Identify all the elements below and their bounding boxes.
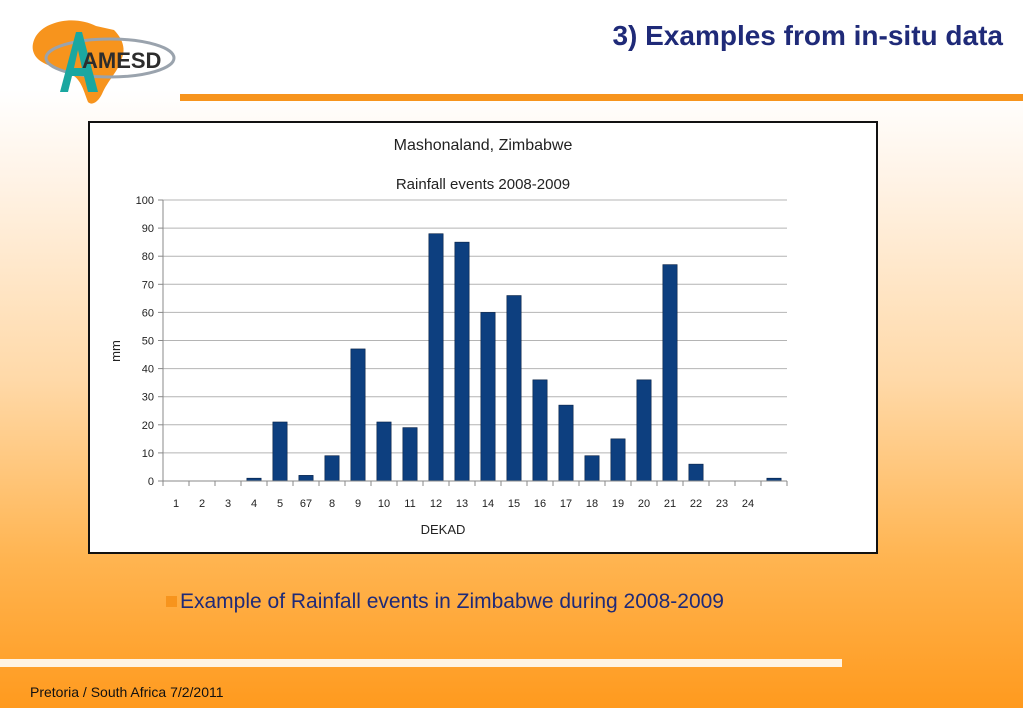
y-tick-label: 0 bbox=[148, 476, 154, 488]
x-tick-label: 24 bbox=[742, 498, 754, 510]
x-tick-label: 16 bbox=[534, 498, 546, 510]
square-bullet-icon bbox=[166, 596, 177, 607]
x-axis-label: DEKAD bbox=[421, 522, 466, 537]
chart-frame: Mashonaland, Zimbabwe Rainfall events 20… bbox=[88, 121, 878, 554]
bar-19 bbox=[610, 438, 626, 482]
y-tick-label: 30 bbox=[142, 392, 154, 404]
x-tick-label: 12 bbox=[430, 498, 442, 510]
x-tick-label: 11 bbox=[404, 498, 415, 510]
bar-11 bbox=[402, 427, 418, 482]
chart-subtitle: Rainfall events 2008-2009 bbox=[396, 176, 570, 193]
x-tick-label: 13 bbox=[456, 498, 468, 510]
y-tick-label: 40 bbox=[142, 364, 154, 376]
y-tick-label: 10 bbox=[142, 448, 154, 460]
bar-8 bbox=[324, 455, 340, 482]
bar-20 bbox=[636, 379, 652, 482]
y-tick-label: 100 bbox=[136, 195, 154, 207]
x-tick-label: 5 bbox=[277, 498, 283, 510]
header-rule bbox=[180, 94, 1023, 101]
bar-16 bbox=[532, 379, 548, 482]
x-tick-label: 9 bbox=[355, 498, 361, 510]
bar-12 bbox=[428, 233, 444, 482]
bar-5 bbox=[272, 421, 288, 482]
x-tick-label: 18 bbox=[586, 498, 598, 510]
footer-text: Pretoria / South Africa 7/2/2011 bbox=[30, 684, 224, 700]
x-tick-label: 17 bbox=[560, 498, 572, 510]
caption-text: Example of Rainfall events in Zimbabwe d… bbox=[180, 590, 724, 613]
bar-21 bbox=[662, 264, 678, 482]
x-tick-label: 14 bbox=[482, 498, 494, 510]
x-tick-label: 1 bbox=[173, 498, 179, 510]
x-tick-label: 20 bbox=[638, 498, 650, 510]
x-tick-label: 3 bbox=[225, 498, 231, 510]
letter-a-icon bbox=[60, 32, 98, 92]
x-tick-label: 2 bbox=[199, 498, 205, 510]
bar-9 bbox=[350, 348, 366, 482]
bar-13 bbox=[454, 241, 470, 482]
bar-67 bbox=[298, 475, 314, 482]
x-tick-label: 19 bbox=[612, 498, 624, 510]
x-tick-label: 22 bbox=[690, 498, 702, 510]
bar-14 bbox=[480, 312, 496, 482]
footer-rule bbox=[0, 659, 842, 667]
caption: Example of Rainfall events in Zimbabwe d… bbox=[166, 590, 724, 614]
rainfall-chart: Mashonaland, Zimbabwe Rainfall events 20… bbox=[108, 137, 788, 537]
amesd-logo: AMESD bbox=[32, 20, 176, 104]
x-tick-label: 67 bbox=[300, 498, 312, 510]
page-title: 3) Examples from in-situ data bbox=[612, 20, 1003, 51]
logo-text: AMESD bbox=[82, 48, 161, 73]
x-tick-label: 10 bbox=[378, 498, 390, 510]
y-tick-label: 80 bbox=[142, 251, 154, 263]
x-tick-label: 8 bbox=[329, 498, 335, 510]
x-tick-label: 21 bbox=[664, 498, 676, 510]
chart-title: Mashonaland, Zimbabwe bbox=[394, 137, 573, 154]
x-tick-label: 15 bbox=[508, 498, 520, 510]
bar-15 bbox=[506, 295, 522, 482]
y-tick-label: 60 bbox=[142, 307, 154, 319]
y-axis-label: mm bbox=[108, 340, 123, 362]
x-tick-label: 4 bbox=[251, 498, 257, 510]
bar-18 bbox=[584, 455, 600, 482]
africa-map-icon bbox=[32, 20, 124, 104]
y-tick-label: 50 bbox=[142, 336, 154, 348]
bar-17 bbox=[558, 404, 574, 482]
bar-10 bbox=[376, 421, 392, 482]
y-tick-label: 90 bbox=[142, 223, 154, 235]
x-tick-label: 23 bbox=[716, 498, 728, 510]
y-tick-label: 20 bbox=[142, 420, 154, 432]
bar-22 bbox=[688, 463, 704, 482]
y-tick-label: 70 bbox=[142, 279, 154, 291]
